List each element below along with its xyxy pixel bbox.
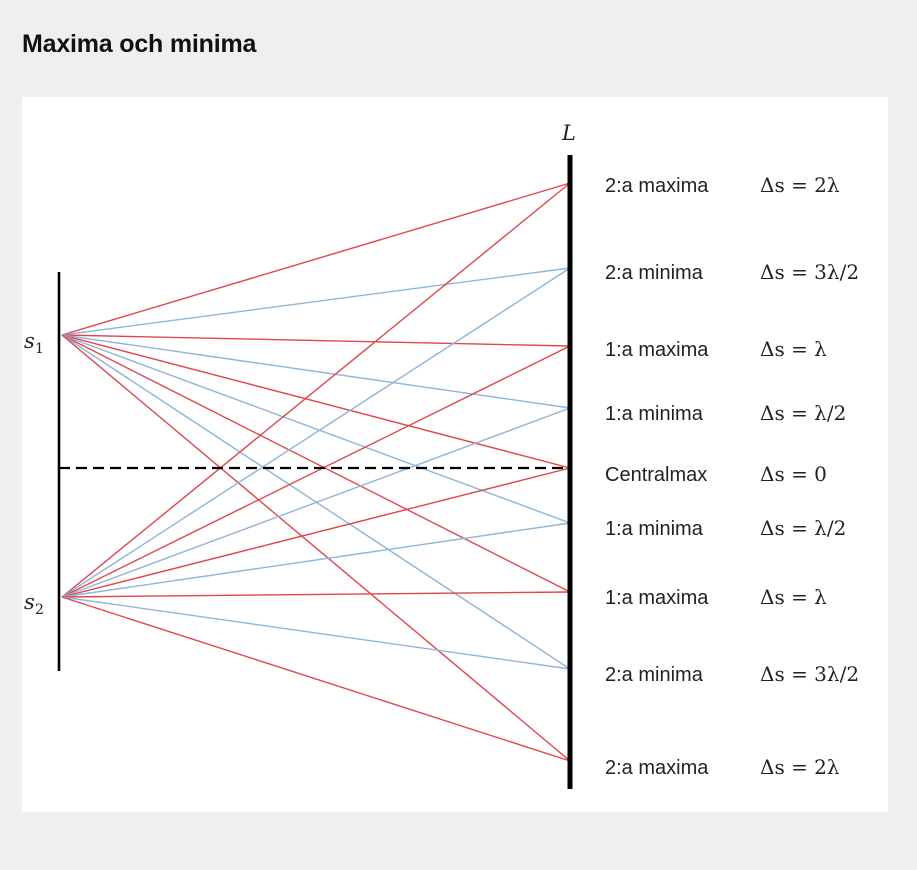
row-equation: Δs = λ/2 [760, 516, 846, 540]
source-name: s [24, 590, 35, 614]
row-equation: Δs = 2λ [760, 173, 840, 197]
row-equation: Δs = λ [760, 337, 827, 361]
ray-s2-maxima-6 [61, 591, 571, 598]
source-sub: 2 [35, 602, 44, 618]
ray-s2-minima-5 [61, 522, 571, 598]
row-label: 2:a minima [605, 262, 704, 284]
ray-s1-minima-3 [61, 334, 571, 409]
ray-s2-maxima-4 [61, 467, 571, 598]
ray-s2-minima-7 [61, 596, 571, 670]
ray-s1-maxima-6 [61, 334, 571, 593]
row-label: 2:a minima [605, 664, 704, 686]
row-label: Centralmax [605, 464, 707, 486]
interference-diagram: L s 1 s 2 2:a maxima 2:a minima 1:a maxi… [24, 121, 859, 789]
ray-s2-maxima-2 [61, 345, 571, 598]
row-label: 1:a maxima [605, 339, 709, 361]
page-title: Maxima och minima [22, 30, 257, 58]
ray-s1-maxima-2 [61, 334, 571, 347]
row-equations: Δs = 2λ Δs = 3λ/2 Δs = λ Δs = λ/2 Δs = 0… [760, 173, 859, 779]
ray-s1-minima-5 [61, 334, 571, 524]
row-equation: Δs = 3λ/2 [760, 662, 859, 686]
ray-s2-maxima-8 [61, 596, 571, 762]
screen-label: L [561, 121, 576, 145]
ray-s2-minima-3 [61, 407, 571, 598]
ray-s1-maxima-8 [61, 334, 571, 762]
ray-s1-minima-1 [61, 267, 571, 336]
row-equation: Δs = 0 [760, 462, 827, 486]
row-equation: Δs = 2λ [760, 755, 840, 779]
source-label-s2: s 2 [24, 590, 44, 618]
interference-figure: L s 1 s 2 2:a maxima 2:a minima 1:a maxi… [22, 97, 888, 812]
ray-s2-maxima-0 [61, 182, 571, 598]
ray-s1-maxima-0 [61, 182, 571, 336]
row-label: 2:a maxima [605, 757, 709, 779]
source-label-s1: s 1 [24, 329, 44, 357]
ray-s2-minima-1 [61, 267, 571, 598]
row-label: 1:a maxima [605, 587, 709, 609]
row-labels: 2:a maxima 2:a minima 1:a maxima 1:a min… [605, 175, 709, 779]
row-label: 1:a minima [605, 403, 704, 425]
source-sub: 1 [35, 341, 44, 357]
row-label: 1:a minima [605, 518, 704, 540]
row-equation: Δs = λ [760, 585, 827, 609]
ray-lines [61, 182, 571, 762]
row-label: 2:a maxima [605, 175, 709, 197]
ray-s1-maxima-4 [61, 334, 571, 469]
row-equation: Δs = λ/2 [760, 401, 846, 425]
source-name: s [24, 329, 35, 353]
row-equation: Δs = 3λ/2 [760, 260, 859, 284]
